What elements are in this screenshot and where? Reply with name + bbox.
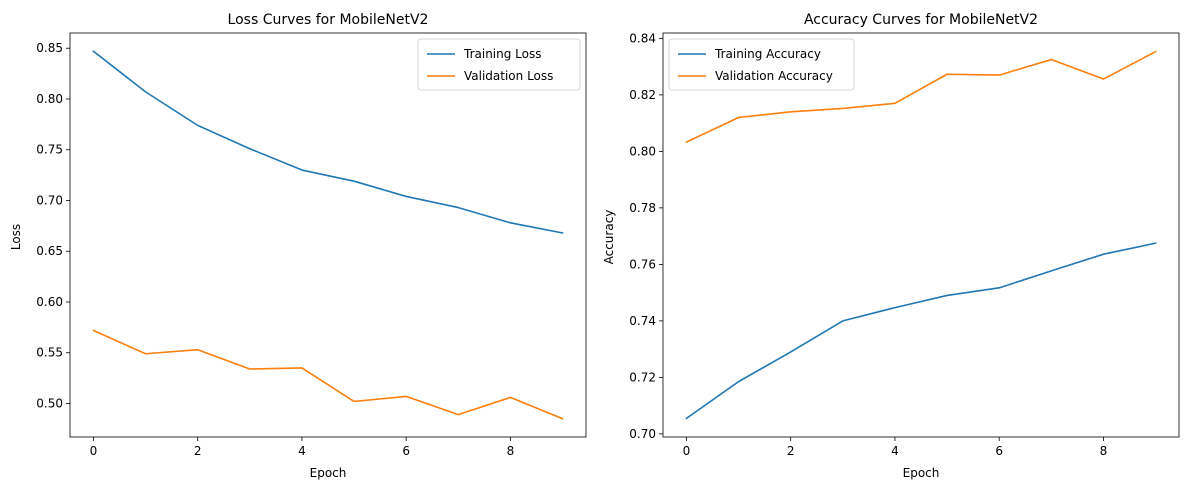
accuracy-series-line-validation — [685, 50, 1157, 144]
loss-y-tick-label: 0.85 — [36, 41, 63, 55]
accuracy-y-tick-label: 0.74 — [629, 314, 656, 328]
accuracy-legend-label-validation: Validation Accuracy — [715, 69, 833, 83]
loss-x-axis-label: Epoch — [310, 466, 347, 480]
loss-x-tick-label: 6 — [402, 444, 410, 458]
accuracy-chart-title: Accuracy Curves for MobileNetV2 — [804, 12, 1038, 28]
loss-series-line-validation — [92, 329, 564, 420]
loss-chart: Loss Curves for MobileNetV2 0 2 4 6 8 0.50 0.5… — [9, 12, 587, 480]
accuracy-y-axis-label: Accuracy — [602, 210, 616, 265]
loss-chart-title: Loss Curves for MobileNetV2 — [228, 12, 429, 28]
loss-plot-area: 0 2 4 6 8 0.50 0.55 0.60 0.65 0.70 0.75 0.80 0.85 Tra… — [36, 32, 587, 458]
accuracy-axes-frame — [662, 32, 1180, 438]
loss-x-tick-label: 4 — [298, 444, 306, 458]
accuracy-legend: Training Accuracy Validation Accuracy — [668, 38, 855, 91]
accuracy-x-tick-label: 2 — [787, 444, 795, 458]
accuracy-plot-area: 0 2 4 6 8 0.70 0.72 0.74 0.76 0.78 0.80 0.82 0.84 Tra… — [629, 31, 1180, 458]
loss-y-tick-label: 0.50 — [36, 397, 63, 411]
loss-y-tick-label: 0.55 — [36, 346, 63, 360]
loss-legend: Training Loss Validation Loss — [417, 38, 581, 91]
loss-legend-label-training: Training Loss — [463, 47, 541, 61]
accuracy-x-tick-label: 8 — [1100, 444, 1108, 458]
loss-y-tick-label: 0.70 — [36, 193, 63, 207]
accuracy-x-tick-label: 6 — [995, 444, 1003, 458]
accuracy-y-tick-label: 0.70 — [629, 427, 656, 441]
accuracy-chart: Accuracy Curves for MobileNetV2 0 2 4 6 8 0.7… — [602, 12, 1180, 480]
accuracy-legend-box — [668, 38, 855, 91]
loss-legend-box — [417, 38, 581, 91]
accuracy-x-axis-label: Epoch — [903, 466, 940, 480]
loss-x-tick-label: 2 — [194, 444, 202, 458]
accuracy-x-tick-label: 0 — [683, 444, 691, 458]
loss-y-tick-label: 0.65 — [36, 244, 63, 258]
loss-x-tick-label: 8 — [507, 444, 515, 458]
loss-legend-label-validation: Validation Loss — [464, 69, 553, 83]
accuracy-y-tick-label: 0.72 — [629, 370, 656, 384]
loss-y-tick-label: 0.80 — [36, 92, 63, 106]
loss-y-axis-label: Loss — [9, 224, 23, 250]
accuracy-y-tick-label: 0.84 — [629, 31, 656, 45]
loss-y-tick-label: 0.75 — [36, 143, 63, 157]
loss-series-line-training — [92, 50, 564, 234]
accuracy-y-tick-label: 0.78 — [629, 201, 656, 215]
accuracy-x-tick-label: 4 — [891, 444, 899, 458]
loss-axes-frame — [69, 32, 587, 438]
accuracy-y-tick-label: 0.82 — [629, 88, 656, 102]
accuracy-y-tick-label: 0.76 — [629, 257, 656, 271]
accuracy-legend-label-training: Training Accuracy — [714, 47, 821, 61]
loss-y-tick-label: 0.60 — [36, 295, 63, 309]
loss-x-tick-label: 0 — [90, 444, 98, 458]
accuracy-series-line-training — [685, 242, 1157, 420]
accuracy-y-tick-label: 0.80 — [629, 144, 656, 158]
